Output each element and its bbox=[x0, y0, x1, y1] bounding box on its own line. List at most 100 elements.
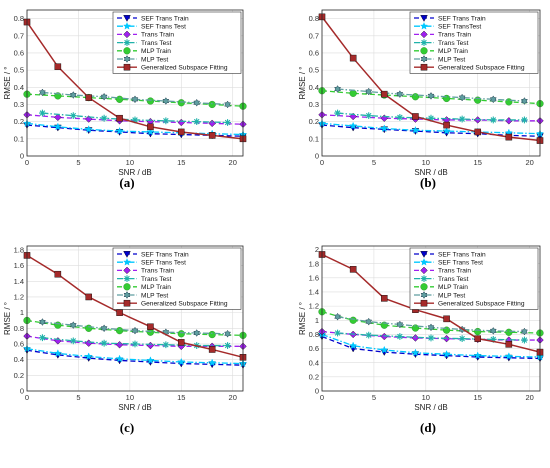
y-tick-label: 0.7 bbox=[309, 31, 319, 40]
legend-entry: MLP Test bbox=[438, 56, 465, 63]
legend-marker bbox=[420, 266, 428, 275]
data-point bbox=[411, 93, 420, 101]
y-tick-label: 0.1 bbox=[309, 134, 319, 143]
series-1 bbox=[22, 344, 248, 368]
data-point bbox=[208, 330, 216, 339]
data-point bbox=[193, 98, 201, 107]
series-line bbox=[321, 124, 541, 137]
legend-marker bbox=[123, 39, 131, 46]
y-tick-label: 0.3 bbox=[14, 100, 24, 109]
data-point bbox=[521, 116, 528, 124]
data-point bbox=[442, 126, 451, 135]
data-point bbox=[115, 126, 124, 135]
x-tick-label: 5 bbox=[76, 393, 80, 402]
data-point bbox=[177, 99, 185, 107]
data-point bbox=[411, 334, 420, 342]
data-point bbox=[349, 316, 357, 324]
data-point bbox=[39, 318, 46, 326]
data-point bbox=[69, 112, 77, 120]
series-5 bbox=[334, 312, 528, 336]
data-point bbox=[54, 113, 62, 122]
axes-box bbox=[26, 245, 244, 392]
legend-marker bbox=[123, 251, 131, 258]
legend-entry: Trans Train bbox=[141, 32, 174, 39]
y-tick-label: 1.8 bbox=[14, 246, 24, 255]
legend-entry: Generalized Subspace Fitting bbox=[141, 65, 228, 72]
series-3 bbox=[39, 109, 231, 126]
chart-panel-2: 0 5 10 15 20 0 0.1 0.2 0.3 0.4 0.5 0.6 0.7 0.8 SNR / d… bbox=[298, 9, 545, 190]
data-point bbox=[208, 346, 216, 353]
series-line bbox=[26, 348, 244, 365]
legend-entry: SEF Trans Test bbox=[141, 24, 186, 31]
data-point bbox=[131, 326, 139, 335]
legend-marker bbox=[123, 283, 131, 291]
y-tick-label: 2 bbox=[315, 245, 319, 254]
axes-box bbox=[321, 245, 541, 392]
series-5 bbox=[39, 88, 231, 109]
data-point bbox=[39, 334, 46, 342]
series-6 bbox=[23, 252, 247, 361]
data-point bbox=[443, 121, 450, 129]
legend-marker bbox=[419, 21, 429, 30]
y-tick-label: 1.4 bbox=[14, 277, 24, 286]
data-point bbox=[146, 97, 155, 105]
data-point bbox=[349, 341, 358, 350]
legend-entry: MLP Test bbox=[438, 292, 465, 299]
legend-marker bbox=[122, 21, 132, 30]
data-point bbox=[365, 317, 373, 326]
data-point bbox=[115, 95, 124, 103]
data-point bbox=[115, 354, 124, 363]
data-point bbox=[474, 327, 482, 336]
legend-entry: Generalized Subspace Fitting bbox=[438, 65, 525, 72]
data-point bbox=[473, 351, 482, 360]
y-axis-label: RMSE / ° bbox=[3, 302, 12, 335]
legend-marker bbox=[123, 15, 131, 22]
data-point bbox=[100, 114, 108, 122]
series-line bbox=[26, 254, 244, 359]
y-tick-label: 0.7 bbox=[14, 31, 24, 40]
x-tick-label: 15 bbox=[177, 158, 185, 167]
x-tick-label: 15 bbox=[177, 393, 185, 402]
data-point bbox=[131, 116, 139, 124]
data-point bbox=[177, 330, 185, 338]
y-tick-label: 0 bbox=[315, 152, 319, 161]
data-point bbox=[489, 335, 497, 343]
x-tick-label: 5 bbox=[76, 158, 80, 167]
panel-label: (b) bbox=[420, 175, 436, 190]
data-point bbox=[224, 329, 231, 338]
legend-marker bbox=[420, 299, 428, 307]
data-point bbox=[396, 333, 404, 340]
data-point bbox=[521, 336, 528, 344]
data-point bbox=[100, 339, 108, 347]
y-tick-label: 1 bbox=[20, 308, 24, 317]
y-tick-label: 0.8 bbox=[14, 324, 24, 333]
data-point bbox=[427, 92, 435, 100]
data-point bbox=[69, 321, 77, 330]
data-point bbox=[365, 331, 373, 339]
data-point bbox=[334, 312, 341, 321]
y-tick-label: 0.2 bbox=[14, 117, 24, 126]
legend-marker bbox=[420, 283, 428, 291]
data-point bbox=[396, 90, 404, 99]
y-tick-label: 0.5 bbox=[14, 66, 24, 75]
x-tick-label: 0 bbox=[320, 393, 324, 402]
x-tick-label: 20 bbox=[229, 393, 237, 402]
y-tick-label: 0.6 bbox=[309, 344, 319, 353]
data-point bbox=[193, 329, 201, 337]
data-point bbox=[521, 327, 528, 336]
data-point bbox=[116, 309, 123, 316]
legend-entry: Trans Test bbox=[141, 40, 172, 47]
data-point bbox=[411, 125, 420, 134]
data-point bbox=[521, 97, 528, 105]
y-tick-label: 1 bbox=[315, 316, 319, 325]
data-point bbox=[505, 133, 513, 141]
y-tick-label: 0 bbox=[20, 387, 24, 396]
data-point bbox=[84, 125, 93, 133]
legend-entry: SEF Trans Train bbox=[438, 15, 486, 22]
data-point bbox=[443, 315, 450, 323]
data-point bbox=[100, 92, 108, 101]
legend-marker bbox=[123, 63, 131, 71]
data-point bbox=[131, 340, 139, 348]
legend-entry: Trans Train bbox=[141, 268, 174, 275]
